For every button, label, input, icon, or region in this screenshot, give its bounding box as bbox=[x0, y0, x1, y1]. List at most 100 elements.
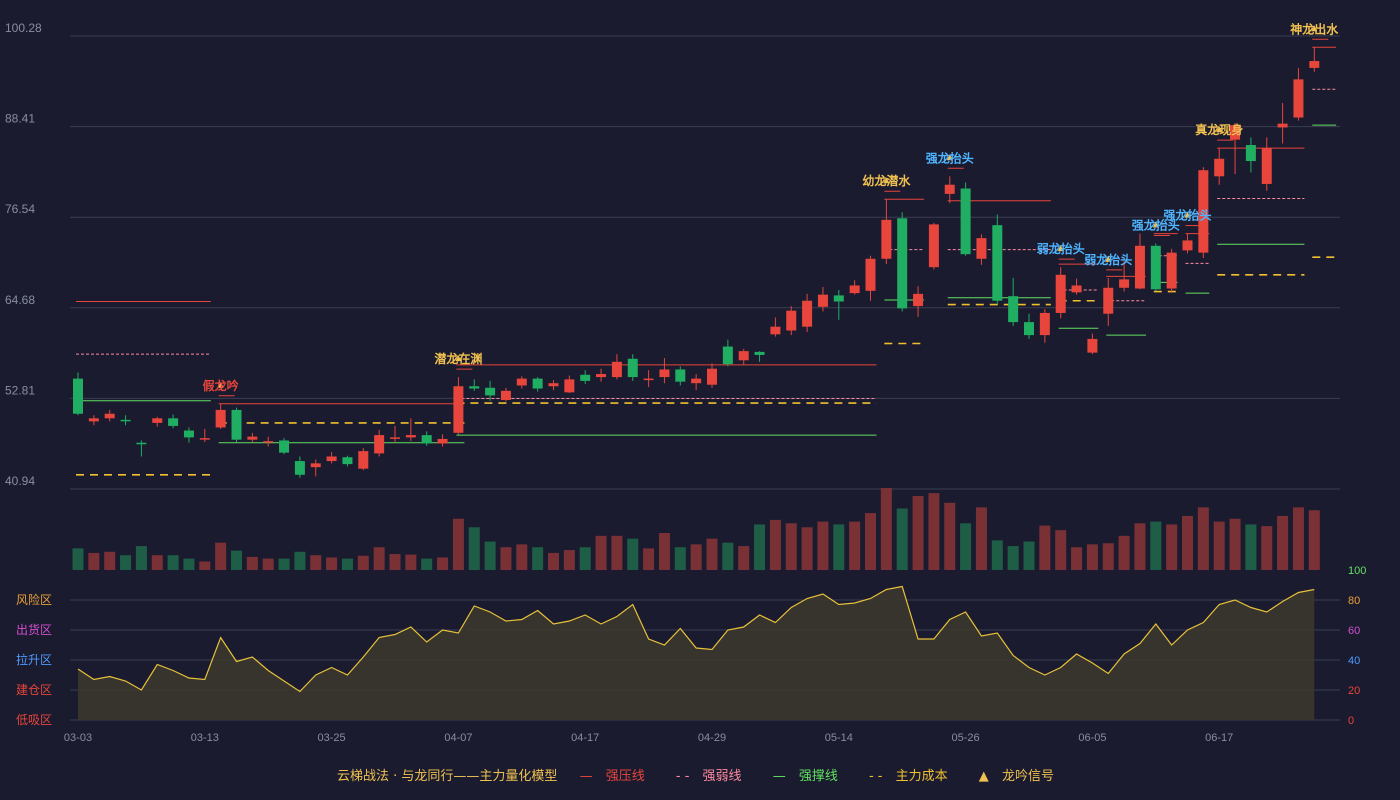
signal-triangle bbox=[1152, 221, 1159, 228]
volume-bar bbox=[1102, 543, 1114, 570]
volume-bar bbox=[896, 508, 908, 570]
volume-bar bbox=[991, 540, 1003, 570]
signal-triangle bbox=[455, 355, 462, 362]
volume-bar bbox=[563, 550, 575, 570]
volume-bar bbox=[627, 538, 639, 570]
candle-body bbox=[104, 413, 115, 419]
volume-bar bbox=[1308, 510, 1320, 570]
candle-body bbox=[215, 409, 226, 428]
volume-bar bbox=[674, 547, 686, 570]
volume-bar bbox=[484, 541, 496, 570]
volume-bar bbox=[437, 557, 449, 570]
signal-label: 强龙抬头 bbox=[1163, 208, 1211, 223]
volume-bar bbox=[135, 546, 147, 570]
volume-bar bbox=[246, 556, 258, 570]
candle-body bbox=[136, 442, 147, 445]
candle-body bbox=[675, 369, 686, 382]
volume-bar bbox=[658, 532, 670, 570]
volume-bar bbox=[532, 547, 544, 570]
volume-bar bbox=[1150, 521, 1162, 570]
candle-body bbox=[453, 386, 464, 433]
volume-bar bbox=[88, 552, 100, 570]
signal-triangle bbox=[1057, 245, 1064, 252]
candle-body bbox=[310, 463, 321, 468]
volume-bar bbox=[104, 551, 116, 570]
legend-signal[interactable]: ▲ 龙吟信号 bbox=[978, 769, 1054, 784]
candle-body bbox=[1198, 170, 1209, 253]
candle-body bbox=[88, 418, 99, 422]
candle-body bbox=[913, 293, 924, 307]
osc-line bbox=[77, 585, 1315, 693]
volume-bar bbox=[1292, 507, 1304, 570]
x-tick-label: 03-13 bbox=[191, 732, 219, 744]
volume-bar bbox=[1039, 525, 1051, 570]
candle-body bbox=[1230, 125, 1241, 140]
volume-bar bbox=[817, 521, 829, 570]
candle-body bbox=[247, 436, 258, 440]
candle-body bbox=[770, 326, 781, 335]
volume-bar bbox=[72, 548, 84, 570]
legend-weak[interactable]: - - 强弱线 bbox=[675, 769, 742, 784]
volume-bar bbox=[960, 523, 972, 570]
x-tick-label: 04-07 bbox=[444, 732, 472, 744]
candle-body bbox=[1119, 279, 1130, 288]
candle-body bbox=[532, 378, 543, 389]
candle-body bbox=[279, 440, 290, 453]
volume-bar bbox=[1277, 515, 1289, 570]
volume-bar bbox=[801, 527, 813, 570]
x-tick-label: 03-25 bbox=[318, 732, 346, 744]
signal-triangle bbox=[883, 177, 890, 184]
volume-bar bbox=[1134, 523, 1146, 570]
x-tick-label: 04-29 bbox=[698, 732, 726, 744]
signal-label: 幼龙潜水 bbox=[862, 173, 911, 188]
signal-label: 强龙抬头 bbox=[1132, 217, 1180, 232]
signal-label: 弱龙抬头 bbox=[1084, 252, 1132, 267]
candle-body bbox=[897, 218, 908, 309]
candle-body bbox=[469, 386, 480, 389]
candle-body bbox=[817, 294, 828, 307]
candle-body bbox=[1134, 245, 1145, 289]
x-tick-label: 06-05 bbox=[1078, 732, 1106, 744]
volume-bar bbox=[326, 557, 338, 570]
signal-label: 弱龙抬头 bbox=[1037, 241, 1085, 256]
candle-body bbox=[928, 224, 939, 268]
legend-pressure[interactable]: — 强压线 bbox=[579, 769, 645, 784]
osc-zone-label: 建仓区 bbox=[16, 683, 52, 697]
osc-tick-label: 80 bbox=[1348, 595, 1360, 607]
signal-triangle bbox=[1184, 211, 1191, 218]
legend-title: 云梯战法 · 与龙同行——主力量化模型 bbox=[337, 769, 558, 784]
volume-bar bbox=[833, 524, 845, 570]
candle-body bbox=[183, 430, 194, 438]
candle-body bbox=[1055, 274, 1066, 313]
volume-bar bbox=[706, 538, 718, 570]
osc-tick-label: 0 bbox=[1348, 715, 1354, 727]
candle-body bbox=[960, 188, 971, 255]
legend-cost[interactable]: - - 主力成本 bbox=[868, 769, 948, 784]
volume-bar bbox=[548, 552, 559, 570]
volume-bar bbox=[1055, 530, 1067, 570]
candle-body bbox=[374, 435, 385, 454]
volume-bar bbox=[785, 523, 797, 570]
candle-body bbox=[1214, 158, 1225, 177]
candle-body bbox=[294, 461, 305, 475]
candle-body bbox=[1087, 338, 1098, 353]
volume-bar bbox=[1023, 541, 1035, 570]
osc-tick-label: 20 bbox=[1348, 685, 1360, 697]
volume-bar bbox=[579, 547, 591, 570]
candle-body bbox=[73, 378, 83, 414]
candle-body bbox=[849, 285, 860, 294]
candle-body bbox=[707, 368, 717, 385]
volume-bar bbox=[278, 558, 290, 570]
legend-support[interactable]: — 强撑线 bbox=[772, 769, 838, 784]
candle-body bbox=[833, 295, 844, 302]
candle-body bbox=[627, 358, 638, 378]
osc-tick-label: 100 bbox=[1348, 565, 1366, 577]
candle-body bbox=[342, 457, 353, 465]
volume-bar bbox=[1118, 535, 1130, 570]
candle-body bbox=[1103, 287, 1114, 314]
volume-bar bbox=[1245, 524, 1257, 570]
volume-bar bbox=[500, 547, 512, 570]
x-tick-label: 05-14 bbox=[825, 732, 853, 744]
candle-body bbox=[1071, 285, 1082, 293]
